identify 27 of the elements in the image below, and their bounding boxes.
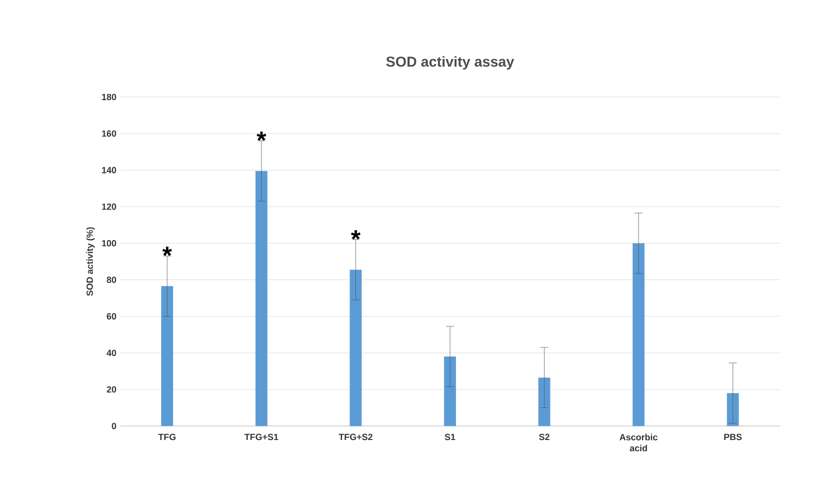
annotation: * bbox=[256, 132, 266, 141]
bar bbox=[255, 171, 268, 426]
x-tick-label: TFG+S1 bbox=[244, 434, 278, 440]
y-tick-label: 60 bbox=[106, 313, 116, 320]
y-tick-label: 0 bbox=[112, 422, 116, 430]
x-tick-label: PBS bbox=[724, 434, 742, 440]
bar bbox=[161, 286, 174, 426]
x-tick-label: TFG+S2 bbox=[338, 434, 372, 440]
bar bbox=[444, 356, 456, 426]
annotation: * bbox=[162, 246, 172, 256]
x-tick-label: S1 bbox=[444, 434, 456, 440]
bar bbox=[350, 270, 362, 426]
y-tick-label: 100 bbox=[102, 240, 116, 246]
y-tick-label: 20 bbox=[106, 386, 116, 393]
x-tick-label: TFG bbox=[158, 434, 176, 440]
annotation: * bbox=[350, 230, 361, 240]
y-tick-label: 120 bbox=[102, 203, 116, 210]
bar bbox=[632, 243, 645, 426]
y-tick-label: 80 bbox=[106, 276, 116, 283]
x-tick-label: Ascorbic acid bbox=[620, 434, 658, 452]
y-tick-label: 180 bbox=[102, 94, 116, 100]
x-tick-label: S2 bbox=[539, 434, 550, 440]
chart-title: SOD activity assay bbox=[386, 56, 514, 70]
y-axis-title: SOD activity (%) bbox=[86, 227, 95, 296]
y-tick-label: 140 bbox=[102, 166, 116, 174]
y-tick-label: 40 bbox=[106, 350, 116, 356]
y-tick-label: 160 bbox=[102, 130, 116, 137]
